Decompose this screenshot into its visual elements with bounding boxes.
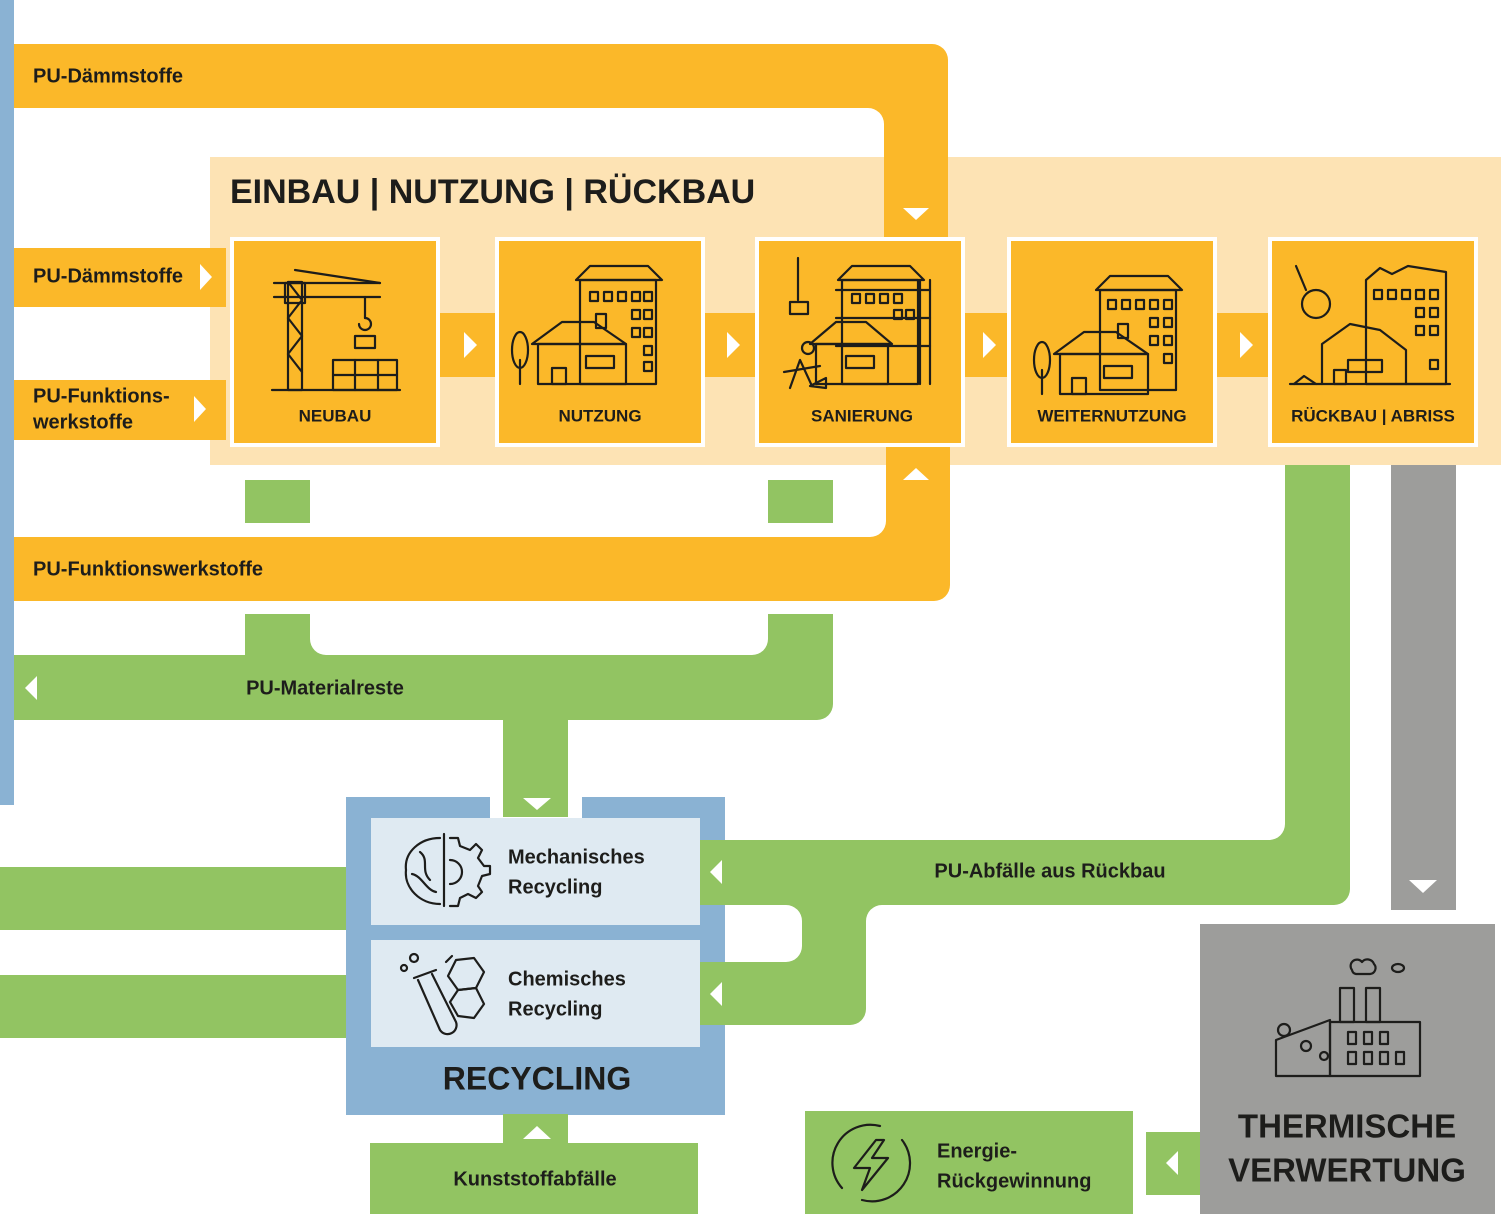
input-label: werkstoffe (32, 411, 133, 433)
energy-box (805, 1111, 1133, 1214)
thermal-flow (1391, 465, 1456, 910)
flow-label: PU-Materialreste (246, 677, 404, 699)
green-flow (0, 867, 346, 930)
section-title: EINBAU | NUTZUNG | RÜCKBAU (230, 173, 755, 211)
stage-label: NUTZUNG (558, 406, 641, 425)
method-label: Mechanisches (508, 846, 645, 868)
blue-bar (0, 0, 14, 805)
stage: NUTZUNG (497, 239, 703, 445)
recycling-box (700, 920, 725, 947)
flow-label: PU-Funktionswerkstoffe (33, 558, 263, 580)
page: PU Kreislauf {"header": {"title": "EINBA… (0, 0, 1507, 1214)
green-block (245, 480, 310, 523)
method-label: Recycling (508, 876, 602, 898)
stage-label: SANIERUNG (811, 406, 913, 425)
stage: NEUBAU (232, 239, 438, 445)
flow-label: PU-Abfälle aus Rückbau (934, 860, 1165, 882)
body: EINBAU | NUTZUNG | RÜCKBAU PU-Dämmstoffe… (0, 0, 1507, 1214)
input-label: PU-Dämmstoffe (33, 265, 183, 287)
flow-label: PU-Dämmstoffe (33, 65, 183, 87)
stage: SANIERUNG (757, 239, 963, 445)
method-label: Chemisches (508, 968, 626, 990)
stage-label: RÜCKBAU | ABRISS (1291, 406, 1455, 425)
stage-label: WEITERNUTZUNG (1037, 406, 1186, 425)
method-label: Recycling (508, 998, 602, 1020)
method-panel (371, 818, 700, 925)
method-panel (371, 940, 700, 1047)
thermal-title: VERWERTUNG (1228, 1152, 1466, 1189)
stage-label: NEUBAU (299, 406, 372, 425)
stage: WEITERNUTZUNG (1009, 239, 1215, 445)
flow-label: Kunststoffabfälle (453, 1168, 616, 1190)
energy-label: Energie- (937, 1140, 1017, 1162)
stage: RÜCKBAU | ABRISS (1270, 239, 1476, 445)
diagram: EINBAU | NUTZUNG | RÜCKBAU PU-Dämmstoffe… (0, 0, 1507, 1214)
recycling-title: RECYCLING (443, 1060, 631, 1096)
energy-label: Rückgewinnung (937, 1170, 1091, 1192)
input-label: PU-Funktions- (33, 385, 170, 407)
green-flow (0, 975, 346, 1038)
green-block (768, 480, 833, 523)
material-rest-flow (14, 614, 833, 720)
thermal-title: THERMISCHE (1238, 1108, 1456, 1145)
